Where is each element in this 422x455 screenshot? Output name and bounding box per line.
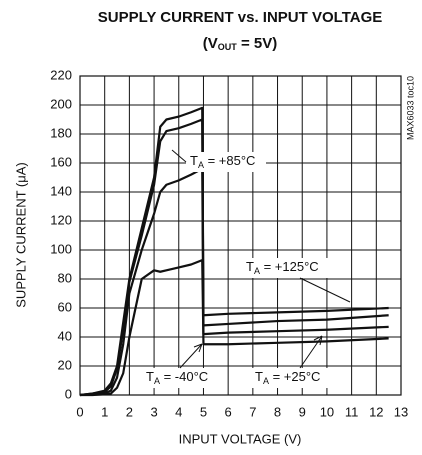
- annotation-base: T: [146, 369, 154, 384]
- annotation-sub: A: [263, 376, 269, 386]
- x-tick-label: 7: [249, 404, 256, 419]
- annotation-text: = +125°C: [260, 259, 319, 274]
- leader-arrow: [179, 343, 203, 369]
- annotations: TA = +85°C TA = +125°C TA = -40°C TA = +…: [143, 149, 351, 388]
- y-tick-label: 200: [50, 96, 72, 111]
- y-tick-label: 60: [58, 299, 72, 314]
- annotation-text: = +25°C: [269, 369, 320, 384]
- x-tick-label: 1: [101, 404, 108, 419]
- x-tick-label: 12: [369, 404, 383, 419]
- annotation-bg: [143, 368, 223, 388]
- y-axis-label: SUPPLY CURRENT (μA): [13, 162, 28, 307]
- plot-frame: [79, 75, 402, 396]
- y-tick-label: 220: [50, 67, 72, 82]
- data-line: [80, 259, 389, 397]
- x-tick-label: 2: [126, 404, 133, 419]
- y-tick-label: 20: [58, 357, 72, 372]
- side-note: MAX6033 toc10: [405, 76, 415, 140]
- x-tick-label: 5: [200, 404, 207, 419]
- annotation-base: T: [246, 259, 254, 274]
- annotation-text: = -40°C: [160, 369, 208, 384]
- data-line: [79, 167, 389, 397]
- x-tick-label: 10: [320, 404, 334, 419]
- annotation: TA = +125°C: [246, 259, 319, 276]
- annotation-sub: A: [154, 376, 160, 386]
- subtitle-rest: = 5V): [237, 35, 277, 52]
- annotation-text: = +85°C: [204, 153, 255, 168]
- x-tick-label: 9: [299, 404, 306, 419]
- subtitle-sub: OUT: [218, 42, 238, 52]
- y-tick-label: 180: [50, 125, 72, 140]
- annotation-bg: [243, 258, 329, 278]
- x-tick-label: 0: [76, 404, 83, 419]
- annotation: TA = +85°C: [190, 153, 255, 170]
- annotation-base: T: [255, 369, 263, 384]
- x-tick-label: 8: [274, 404, 281, 419]
- y-tick-label: 40: [58, 328, 72, 343]
- data-line: [79, 118, 389, 397]
- annotation-bg: [186, 152, 266, 172]
- x-tick-label: 6: [225, 404, 232, 419]
- subtitle-base: (V: [203, 35, 218, 52]
- y-tick-label: 80: [58, 270, 72, 285]
- annotation-base: T: [190, 153, 198, 168]
- x-tick-label: 3: [150, 404, 157, 419]
- leader-line: [171, 149, 187, 163]
- annotation: TA = -40°C: [146, 369, 208, 386]
- x-tick-label: 4: [175, 404, 182, 419]
- annotation-bg: [252, 368, 332, 388]
- y-tick-label: 160: [50, 154, 72, 169]
- y-tick-label: 100: [50, 241, 72, 256]
- y-tick-label: 120: [50, 212, 72, 227]
- y-tick-label: 140: [50, 183, 72, 198]
- x-tick-label: 13: [394, 404, 408, 419]
- annotation: TA = +25°C: [255, 369, 320, 386]
- x-tick-label: 11: [345, 404, 359, 419]
- chart-title: SUPPLY CURRENT vs. INPUT VOLTAGE: [98, 9, 383, 26]
- chart-subtitle: (VOUT = 5V): [203, 35, 277, 52]
- annotation-sub: A: [198, 160, 204, 170]
- x-axis-label: INPUT VOLTAGE (V): [179, 431, 302, 446]
- y-tick-label: 0: [65, 386, 72, 401]
- annotation-sub: A: [254, 266, 260, 276]
- leader-arrow: [299, 335, 323, 369]
- leader-line: [299, 277, 351, 303]
